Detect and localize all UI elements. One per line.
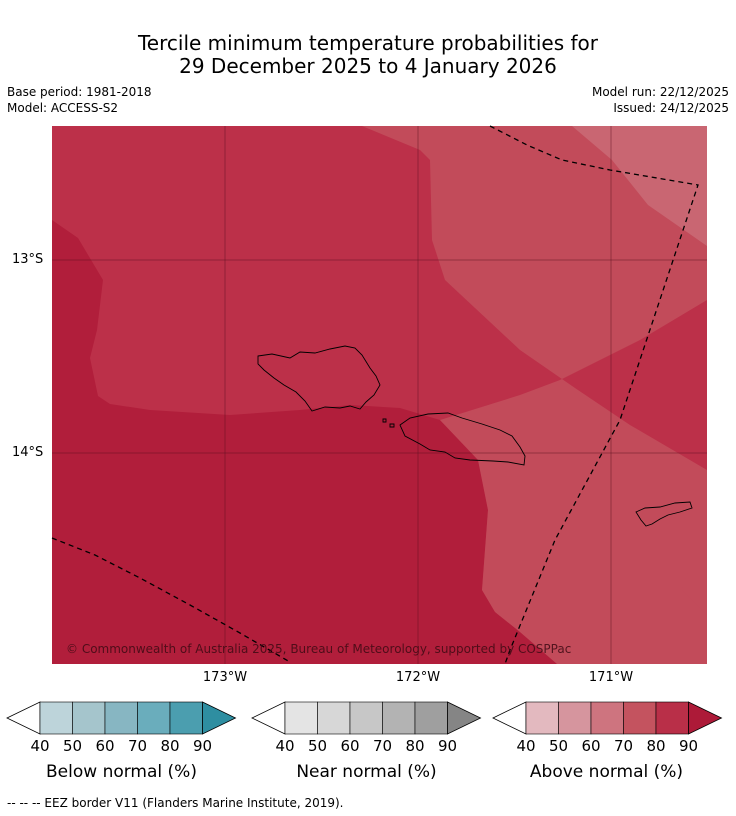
eez-footnote: -- -- -- EEZ border V11 (Flanders Marine… <box>7 796 344 810</box>
manono-islet <box>382 418 387 423</box>
upolu-island <box>399 412 526 466</box>
above-below-40-arrow <box>492 701 527 735</box>
lat-label-14s: 14°S <box>12 445 44 460</box>
above-tick-label: 50 <box>549 737 568 755</box>
land-outlines <box>257 345 693 527</box>
above-tick-label: 70 <box>614 737 633 755</box>
meta-right: Model run: 22/12/2025 Issued: 24/12/2025 <box>592 84 729 116</box>
colorbar-near-normal: 40 50 60 70 80 90 <box>251 701 482 755</box>
below-color-segment <box>169 701 203 735</box>
title-line-2: 29 December 2025 to 4 January 2026 <box>179 54 557 78</box>
chart-title: Tercile minimum temperature probabilitie… <box>0 32 736 78</box>
near-tick-label: 40 <box>275 737 294 755</box>
apolima-islet <box>389 423 395 428</box>
colorbar-title-near: Near normal (%) <box>296 762 437 782</box>
near-color-segment <box>414 701 448 735</box>
above-color-segment <box>590 701 624 735</box>
colorbar-below-normal: 40 50 60 70 80 90 <box>6 701 237 755</box>
below-tick-label: 50 <box>63 737 82 755</box>
gridlines <box>52 126 707 664</box>
colorbar-title-below: Below normal (%) <box>46 762 197 782</box>
below-color-segment <box>72 701 106 735</box>
below-color-segment <box>39 701 73 735</box>
below-color-segment <box>104 701 138 735</box>
below-tick-label: 60 <box>95 737 114 755</box>
eez-border <box>51 125 699 665</box>
above-color-segment <box>558 701 592 735</box>
region-70pct-east <box>362 126 707 664</box>
below-color-segment <box>137 701 171 735</box>
near-color-segment <box>284 701 318 735</box>
above-above-90-arrow <box>688 701 723 735</box>
region-70pct-southeast <box>682 540 707 615</box>
near-tick-label: 90 <box>438 737 457 755</box>
below-above-90-arrow <box>202 701 237 735</box>
region-90pct-west <box>52 220 557 664</box>
meta-left: Base period: 1981-2018 Model: ACCESS-S2 <box>7 84 152 116</box>
near-tick-label: 60 <box>340 737 359 755</box>
below-tick-label: 40 <box>30 737 49 755</box>
above-color-segment <box>623 701 657 735</box>
near-color-segment <box>382 701 416 735</box>
probability-field <box>52 126 707 664</box>
title-line-1: Tercile minimum temperature probabilitie… <box>137 31 599 55</box>
below-below-40-arrow <box>6 701 41 735</box>
near-above-90-arrow <box>447 701 482 735</box>
colorbar-title-above: Above normal (%) <box>529 762 684 782</box>
near-tick-label: 80 <box>405 737 424 755</box>
near-below-40-arrow <box>251 701 286 735</box>
savaii-island <box>257 345 381 412</box>
above-tick-label: 80 <box>646 737 665 755</box>
issued-date: Issued: 24/12/2025 <box>613 101 729 115</box>
above-color-segment <box>525 701 559 735</box>
above-tick-label: 40 <box>516 737 535 755</box>
above-tick-label: 60 <box>581 737 600 755</box>
near-tick-label: 70 <box>373 737 392 755</box>
lon-label-171w: 171°W <box>588 670 634 685</box>
colorbar-above-normal: 40 50 60 70 80 90 <box>492 701 723 755</box>
near-color-segment <box>349 701 383 735</box>
below-tick-label: 70 <box>128 737 147 755</box>
region-60pct-northeast <box>572 126 707 246</box>
above-color-segment <box>655 701 689 735</box>
model-name: Model: ACCESS-S2 <box>7 101 119 115</box>
near-color-segment <box>317 701 351 735</box>
below-tick-label: 80 <box>160 737 179 755</box>
near-tick-label: 50 <box>308 737 327 755</box>
base-period: Base period: 1981-2018 <box>7 85 152 99</box>
lat-label-13s: 13°S <box>12 252 44 267</box>
model-run: Model run: 22/12/2025 <box>591 85 729 99</box>
lon-label-172w: 172°W <box>395 670 441 685</box>
tutuila-island <box>635 501 693 527</box>
lon-label-173w: 173°W <box>202 670 248 685</box>
copyright-notice: © Commonwealth of Australia 2025, Bureau… <box>66 642 571 656</box>
above-tick-label: 90 <box>679 737 698 755</box>
below-tick-label: 90 <box>193 737 212 755</box>
